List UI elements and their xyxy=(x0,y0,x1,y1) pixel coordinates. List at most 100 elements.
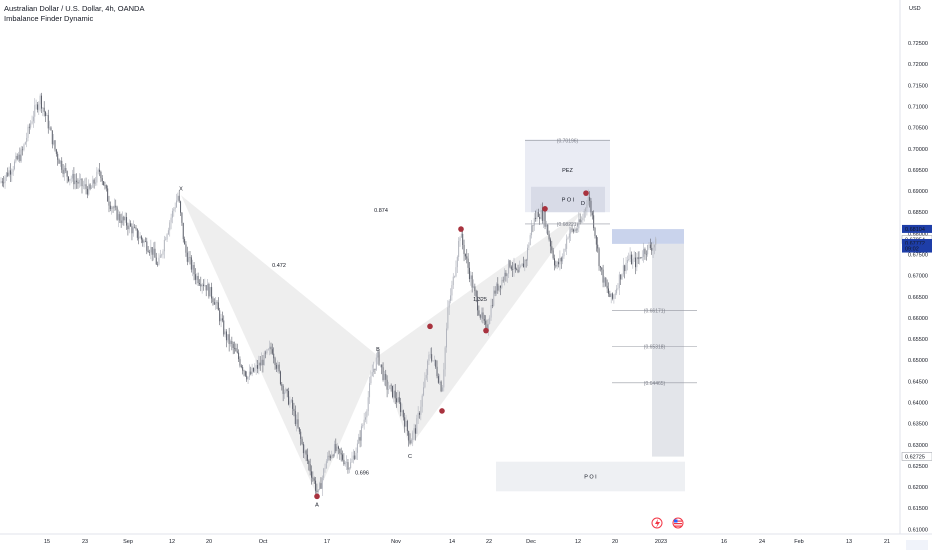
go-to-realtime-button[interactable] xyxy=(906,540,928,550)
candle-body xyxy=(153,248,155,255)
candle-body xyxy=(258,362,260,369)
candle-body xyxy=(508,260,510,274)
candle-body xyxy=(196,276,198,280)
candle-body xyxy=(286,389,288,391)
candle-body xyxy=(400,402,402,413)
candle-body xyxy=(32,116,34,122)
y-tick-label: 0.68500 xyxy=(908,210,928,216)
candle-body xyxy=(122,216,123,224)
candle-body xyxy=(370,376,372,384)
candle-body xyxy=(630,254,632,265)
candle-body xyxy=(527,247,528,261)
candle-body xyxy=(323,468,325,478)
y-tick-label: 0.72000 xyxy=(908,62,928,68)
candle-body xyxy=(24,142,26,145)
candle-body xyxy=(131,226,133,234)
candle-body xyxy=(635,257,636,268)
x-tick-label: 21 xyxy=(884,539,890,545)
candle-body xyxy=(554,258,555,266)
candle-body xyxy=(216,302,218,304)
candle-body xyxy=(81,178,83,187)
candle-body xyxy=(406,420,408,432)
candle-body xyxy=(410,439,412,444)
candle-body xyxy=(486,324,488,330)
candle-body xyxy=(306,454,308,461)
candle-body xyxy=(89,184,91,189)
candle-body xyxy=(9,170,11,175)
candle-body xyxy=(495,283,497,294)
candle-body xyxy=(238,352,240,360)
zone-label: PEZ xyxy=(562,168,573,174)
candle-body xyxy=(189,257,191,258)
candle-body xyxy=(108,201,110,206)
candle-body xyxy=(99,169,101,172)
candle-body xyxy=(155,257,157,265)
candle-body xyxy=(558,261,560,265)
candle-body xyxy=(601,267,603,270)
candle-body xyxy=(309,464,311,472)
x-tick-label: Feb xyxy=(794,539,803,545)
event-icons[interactable] xyxy=(651,517,684,529)
candle-body xyxy=(247,376,249,380)
candle-body xyxy=(65,168,67,172)
candle-body xyxy=(333,444,335,457)
candle-body xyxy=(284,392,285,394)
candle-body xyxy=(275,364,277,369)
zones-layer xyxy=(496,139,685,492)
candle-body xyxy=(640,256,642,258)
candle-body xyxy=(290,400,292,402)
candle-body xyxy=(76,180,78,183)
candle-body xyxy=(489,317,491,325)
candle-body xyxy=(428,354,430,361)
candle-body xyxy=(416,418,418,434)
candle-body xyxy=(329,456,331,458)
candle-body xyxy=(171,210,173,218)
candle-body xyxy=(146,241,148,251)
candle-body xyxy=(352,455,354,459)
x-tick-label: 23 xyxy=(82,539,88,545)
candle-body xyxy=(292,400,294,409)
candle-body xyxy=(367,397,369,412)
candle-body xyxy=(294,411,296,425)
fib-level-label: (0.70196) xyxy=(557,138,579,144)
candle-body xyxy=(31,121,33,124)
candle-body xyxy=(628,259,630,261)
candle-body xyxy=(413,428,415,433)
candle-body xyxy=(123,216,125,221)
candle-body xyxy=(18,154,20,160)
candle-body xyxy=(30,123,32,128)
y-tick-label: 0.72500 xyxy=(908,41,928,47)
candle-body xyxy=(605,277,607,286)
candle-body xyxy=(1,181,3,183)
indicator-name[interactable]: Imbalance Finder Dynamic xyxy=(4,14,94,23)
candle-body xyxy=(162,251,164,255)
x-tick-label: 2023 xyxy=(655,539,667,545)
candle-body xyxy=(570,228,572,234)
candle-body xyxy=(552,250,554,259)
candle-body xyxy=(455,267,457,277)
candle-body xyxy=(436,366,438,377)
candle-body xyxy=(431,354,433,361)
candle-body xyxy=(165,239,167,241)
candle-body xyxy=(82,185,84,187)
candle-body xyxy=(46,115,48,116)
pattern-ratio-label: 0.472 xyxy=(272,263,286,269)
candle-body xyxy=(154,248,156,258)
candle-body xyxy=(38,104,40,110)
pattern-xab-triangle xyxy=(181,195,378,496)
candle-body xyxy=(466,256,468,259)
signal-marker xyxy=(483,327,489,334)
candle-body xyxy=(591,212,593,216)
candle-body xyxy=(23,144,25,150)
candle-body xyxy=(419,413,420,415)
candle-body xyxy=(57,153,59,160)
candle-body xyxy=(73,173,75,185)
candle-body xyxy=(347,462,349,470)
candle-body xyxy=(473,286,474,288)
pattern-point-label: B xyxy=(376,347,380,353)
candle-body xyxy=(464,254,466,257)
candle-body xyxy=(427,360,429,375)
candle-body xyxy=(644,248,646,254)
